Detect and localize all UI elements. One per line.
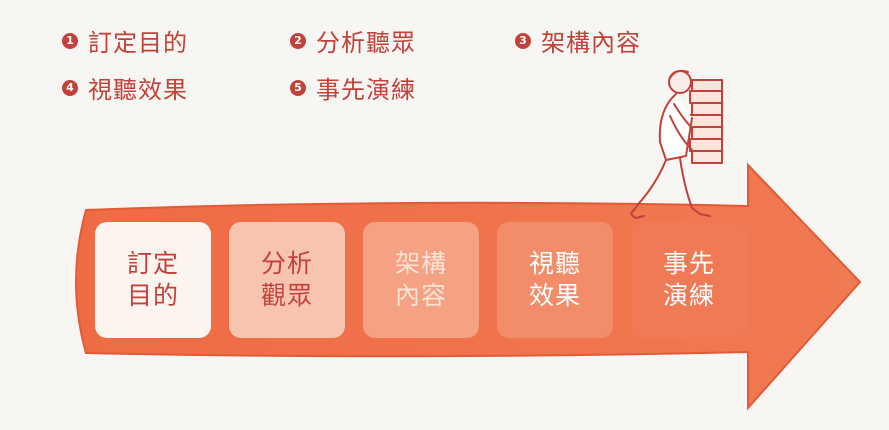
number-badge-2: 2 [290,32,306,49]
step-5-line-1: 事先 [662,249,715,278]
step-audiovisual-effects: 視聽 效果 [497,222,613,338]
step-structure-content: 架構 內容 [363,222,479,338]
step-5-line-2: 演練 [662,281,715,310]
legend: 1 訂定目的 2 分析聽眾 3 架構內容 4 視聽效果 5 事先演練 [0,0,889,110]
legend-label-3: 架構內容 [541,29,641,57]
number-badge-5: 5 [290,79,306,96]
step-1-line-1: 訂定 [126,249,179,278]
number-badge-1: 1 [62,32,78,49]
legend-label-2: 分析聽眾 [316,29,416,57]
step-define-purpose: 訂定 目的 [95,222,211,338]
step-3-line-2: 內容 [394,281,447,310]
step-analyze-audience: 分析 觀眾 [229,222,345,338]
person-carrying-boxes-icon [630,69,723,219]
legend-item-3: 3 架構內容 [515,23,641,58]
step-rehearse: 事先 演練 [631,222,747,338]
legend-label-1: 訂定目的 [88,29,188,57]
legend-item-2: 2 分析聽眾 [290,23,416,58]
step-2-line-2: 觀眾 [260,281,313,310]
legend-item-1: 1 訂定目的 [62,23,188,58]
legend-item-4: 4 視聽效果 [62,70,188,105]
legend-item-5: 5 事先演練 [290,70,416,105]
step-4-line-2: 效果 [528,281,581,310]
step-4-line-1: 視聽 [528,249,581,278]
step-1-line-2: 目的 [126,281,179,310]
number-badge-4: 4 [62,79,78,96]
legend-label-5: 事先演練 [316,76,416,104]
step-2-line-1: 分析 [260,249,313,278]
legend-label-4: 視聽效果 [88,76,188,104]
step-3-line-1: 架構 [394,249,447,278]
number-badge-3: 3 [515,32,531,49]
